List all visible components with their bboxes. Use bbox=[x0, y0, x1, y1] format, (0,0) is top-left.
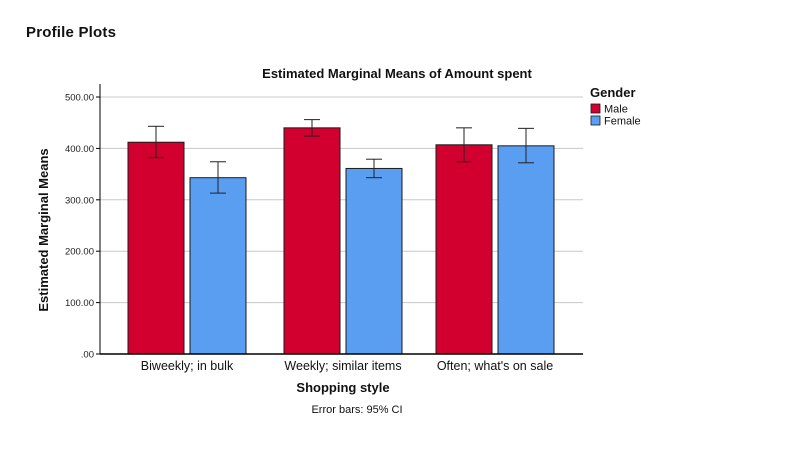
y-tick-label: .00 bbox=[81, 350, 94, 361]
bar-male-0 bbox=[127, 141, 185, 355]
chart-footnote: Error bars: 95% CI bbox=[311, 404, 402, 416]
bar-female-0 bbox=[189, 177, 247, 355]
bar-female-2 bbox=[497, 145, 555, 355]
y-tick-label: 500.00 bbox=[65, 93, 94, 104]
y-axis-label: Estimated Marginal Means bbox=[36, 148, 51, 311]
x-tick-label: Biweekly; in bulk bbox=[141, 359, 234, 373]
error-bars bbox=[148, 119, 534, 194]
y-tick-label: 200.00 bbox=[65, 247, 94, 258]
y-tick-label: 300.00 bbox=[65, 195, 94, 206]
legend-label-male: Male bbox=[604, 104, 628, 116]
x-tick-label: Weekly; similar items bbox=[284, 359, 401, 373]
legend-label-female: Female bbox=[604, 116, 641, 128]
bar-male-1 bbox=[283, 127, 341, 355]
y-tick-label: 100.00 bbox=[65, 298, 94, 309]
legend-swatch-male bbox=[590, 103, 601, 114]
x-tick-label: Often; what's on sale bbox=[437, 359, 553, 373]
x-axis-ticks: Biweekly; in bulk Weekly; similar items Of… bbox=[141, 359, 553, 373]
bar-female-1 bbox=[345, 167, 403, 355]
x-axis-label: Shopping style bbox=[296, 380, 389, 395]
legend-swatch-female bbox=[590, 115, 601, 126]
chart-title: Estimated Marginal Means of Amount spent bbox=[262, 66, 532, 81]
bars bbox=[127, 127, 555, 355]
bar-male-2 bbox=[435, 144, 493, 355]
page-section-title: Profile Plots bbox=[26, 24, 117, 41]
y-axis-ticks: .00 100.00 200.00 300.00 400.00 500.00 bbox=[65, 93, 100, 361]
y-tick-label: 400.00 bbox=[65, 144, 94, 155]
legend-title: Gender bbox=[590, 85, 636, 100]
